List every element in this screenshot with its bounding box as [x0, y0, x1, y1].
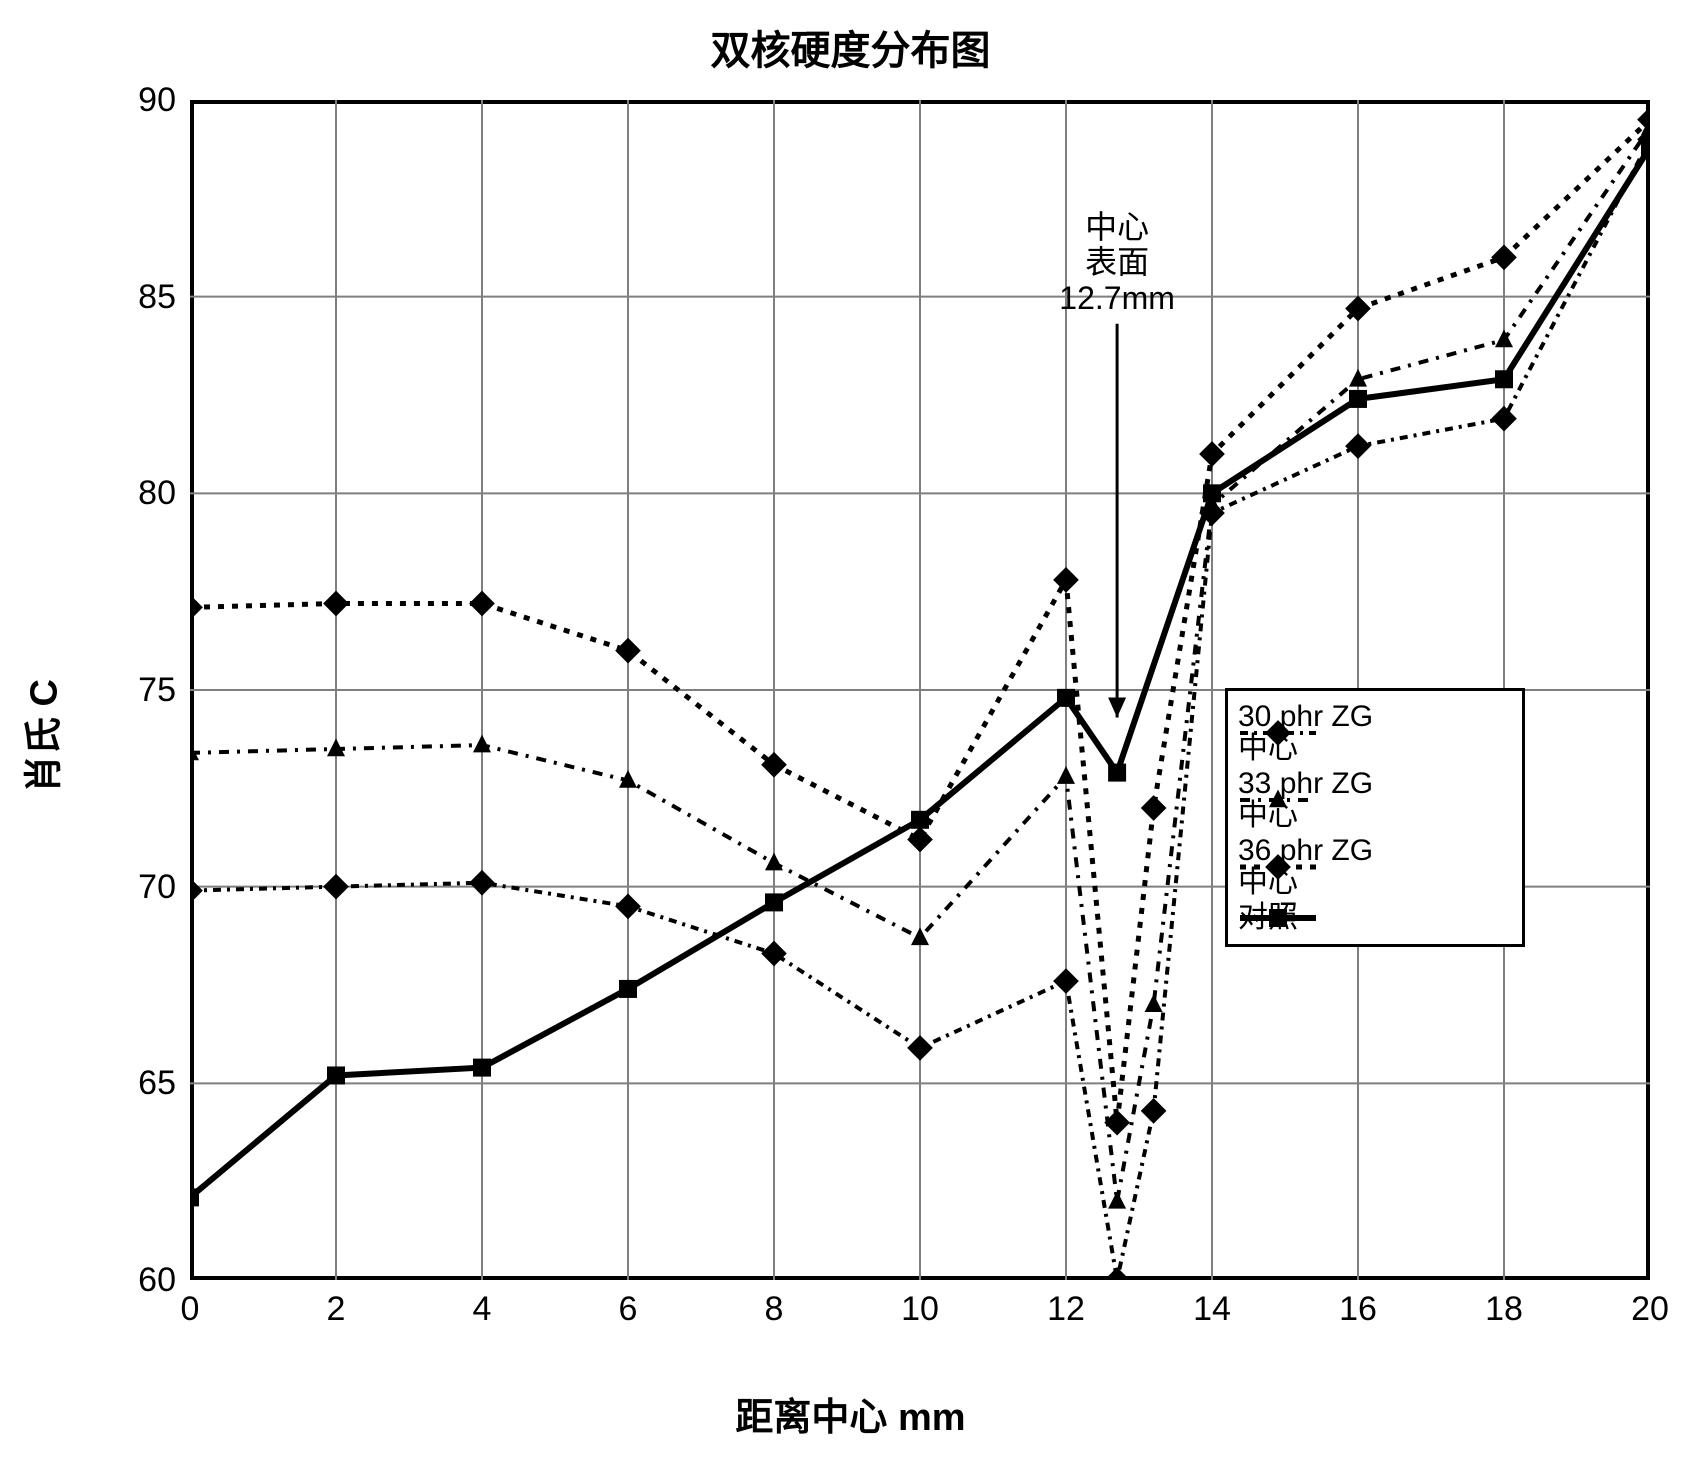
x-tick-label: 8: [754, 1290, 794, 1329]
legend-item: 33 phr ZG中心: [1238, 768, 1512, 831]
y-tick-label: 80: [138, 474, 176, 513]
x-tick-label: 10: [900, 1290, 940, 1329]
x-tick-label: 20: [1630, 1290, 1670, 1329]
x-tick-label: 14: [1192, 1290, 1232, 1329]
annotation-label: 中心表面12.7mm: [1037, 210, 1197, 316]
legend-swatch: [1238, 786, 1318, 814]
x-tick-label: 16: [1338, 1290, 1378, 1329]
y-tick-label: 60: [138, 1261, 176, 1300]
annotation-line: 表面: [1037, 245, 1197, 280]
annotation-line: 12.7mm: [1037, 281, 1197, 316]
y-tick-label: 70: [138, 868, 176, 907]
legend-swatch: [1238, 904, 1318, 932]
y-tick-label: 90: [138, 81, 176, 120]
x-tick-label: 6: [608, 1290, 648, 1329]
x-tick-label: 0: [170, 1290, 210, 1329]
legend-item: 30 phr ZG中心: [1238, 701, 1512, 764]
x-tick-label: 4: [462, 1290, 502, 1329]
legend-item: 对照: [1238, 902, 1512, 934]
x-tick-label: 12: [1046, 1290, 1086, 1329]
legend-swatch: [1238, 853, 1318, 881]
y-tick-label: 85: [138, 278, 176, 317]
legend-item: 36 phr ZG中心: [1238, 835, 1512, 898]
x-tick-label: 18: [1484, 1290, 1524, 1329]
y-tick-label: 75: [138, 671, 176, 710]
legend-swatch: [1238, 719, 1318, 747]
annotation-line: 中心: [1037, 210, 1197, 245]
y-tick-label: 65: [138, 1064, 176, 1103]
x-tick-label: 2: [316, 1290, 356, 1329]
legend-box: 30 phr ZG中心33 phr ZG中心36 phr ZG中心对照: [1225, 688, 1525, 947]
